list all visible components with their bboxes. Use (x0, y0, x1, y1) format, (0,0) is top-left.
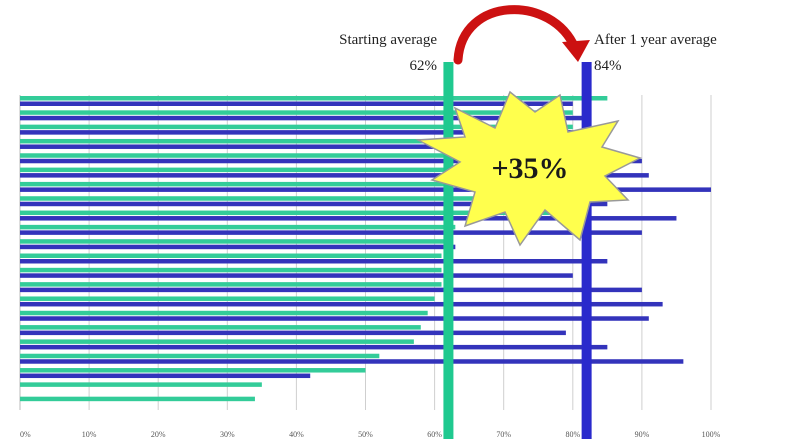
bars (20, 96, 711, 402)
bar (20, 158, 642, 164)
bar (20, 96, 608, 101)
bar (20, 259, 608, 264)
bar (20, 187, 711, 192)
bar (20, 110, 573, 115)
bar (20, 153, 573, 158)
bar (20, 253, 442, 258)
bar (20, 353, 380, 359)
bar (20, 287, 642, 293)
bar (20, 201, 608, 207)
bar (20, 224, 456, 230)
bar (20, 282, 442, 287)
arrow-head (562, 40, 590, 62)
bar (20, 130, 587, 135)
increase-callout-burst (415, 90, 643, 247)
reference-line (443, 62, 454, 439)
bar (20, 101, 573, 106)
curved-arrow (453, 5, 580, 65)
bar (20, 325, 421, 330)
bar (20, 339, 414, 344)
x-axis-ticks: 0% 10% 20% 30% 40% 50% 60% 70% 80% 90% 100% (20, 430, 721, 439)
bar (20, 344, 608, 350)
x-tick-label: 30% (220, 430, 235, 439)
bar (20, 216, 677, 221)
x-tick-label: 100% (702, 430, 721, 439)
bar (20, 359, 684, 364)
bar (20, 382, 262, 387)
x-tick-label: 80% (565, 430, 580, 439)
x-tick-label: 40% (289, 430, 304, 439)
bar (20, 244, 456, 250)
bar (20, 273, 573, 278)
x-tick-label: 60% (427, 430, 442, 439)
x-tick-label: 70% (496, 430, 511, 439)
x-tick-label: 90% (635, 430, 650, 439)
bar (20, 210, 559, 216)
bar (20, 144, 594, 149)
after-year-average-label: After 1 year average (594, 32, 717, 48)
x-tick-label: 0% (20, 430, 31, 439)
reference-line (581, 62, 592, 439)
bar (20, 230, 642, 235)
bar (20, 296, 435, 301)
bar (20, 310, 428, 316)
bar (20, 267, 442, 273)
bar (20, 115, 587, 121)
bar (20, 239, 449, 244)
bar (20, 196, 559, 201)
bar (20, 368, 366, 373)
after-year-average-value: 84% (594, 58, 622, 74)
x-tick-label: 10% (82, 430, 97, 439)
starting-average-value: 62% (410, 58, 438, 74)
bar (20, 301, 663, 307)
bar (20, 181, 566, 187)
reference-lines (443, 62, 592, 439)
bar (20, 373, 311, 379)
increase-callout-text: +35% (491, 152, 568, 185)
bar (20, 396, 255, 402)
x-tick-label: 20% (151, 430, 166, 439)
starting-average-label: Starting average (339, 32, 437, 48)
bar (20, 330, 566, 336)
bar (20, 173, 649, 178)
bar (20, 124, 573, 130)
bar (20, 316, 649, 321)
bar (20, 167, 573, 173)
bar (20, 138, 573, 144)
x-tick-label: 50% (358, 430, 373, 439)
